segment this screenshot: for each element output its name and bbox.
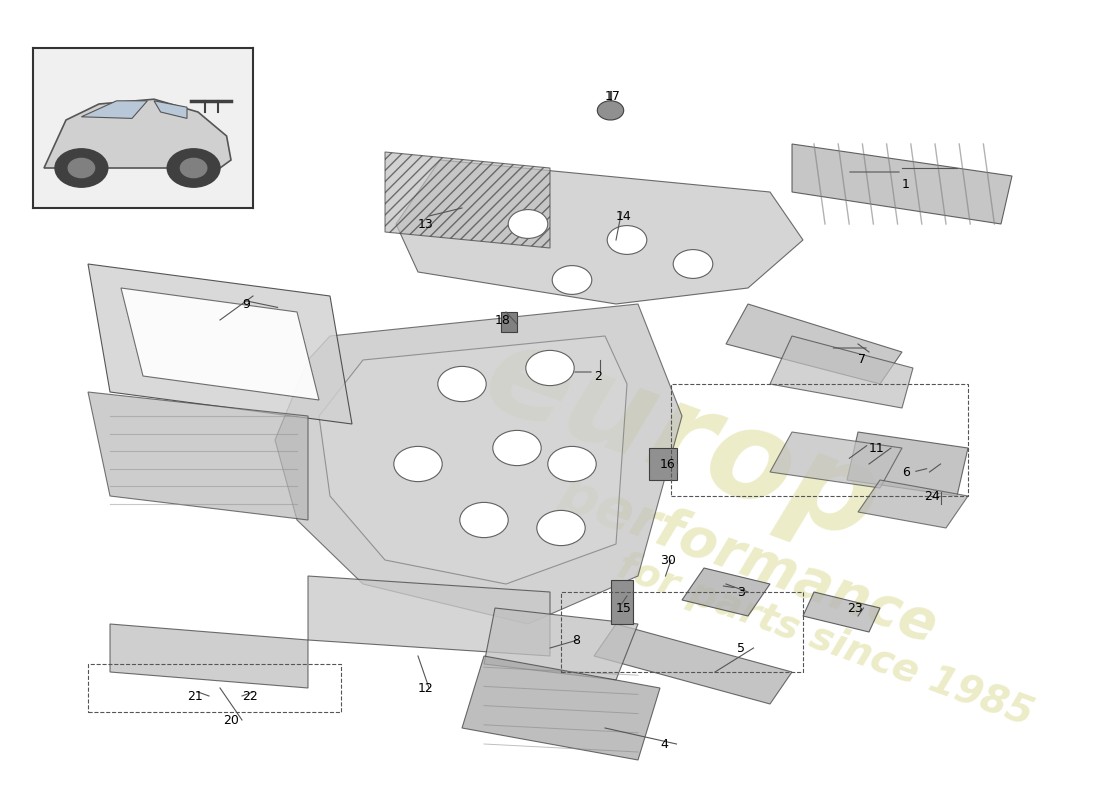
- Bar: [561, 592, 803, 672]
- Polygon shape: [803, 592, 880, 632]
- Circle shape: [438, 366, 486, 402]
- Polygon shape: [385, 152, 550, 248]
- Text: for parts since 1985: for parts since 1985: [612, 547, 1038, 733]
- Text: 12: 12: [418, 682, 433, 694]
- Polygon shape: [88, 264, 352, 424]
- Text: 22: 22: [242, 690, 257, 702]
- Text: 3: 3: [737, 586, 745, 598]
- Text: 15: 15: [616, 602, 631, 614]
- Polygon shape: [770, 432, 902, 488]
- Text: 18: 18: [495, 314, 510, 326]
- Polygon shape: [792, 144, 1012, 224]
- Text: 30: 30: [660, 554, 675, 566]
- Circle shape: [460, 502, 508, 538]
- Circle shape: [552, 266, 592, 294]
- Polygon shape: [726, 304, 902, 384]
- Polygon shape: [770, 336, 913, 408]
- Text: 2: 2: [594, 370, 602, 382]
- Bar: [671, 384, 968, 496]
- Text: 17: 17: [605, 90, 620, 102]
- Text: 13: 13: [418, 218, 433, 230]
- Text: 23: 23: [847, 602, 862, 614]
- Polygon shape: [484, 608, 638, 680]
- Text: 5: 5: [737, 642, 745, 654]
- Bar: [88, 664, 341, 712]
- Circle shape: [55, 149, 108, 187]
- Text: 9: 9: [242, 298, 250, 310]
- Circle shape: [508, 210, 548, 238]
- Text: 16: 16: [660, 458, 675, 470]
- Text: 8: 8: [572, 634, 580, 646]
- Circle shape: [493, 430, 541, 466]
- Polygon shape: [275, 304, 682, 624]
- Circle shape: [597, 101, 624, 120]
- Bar: [649, 448, 676, 480]
- Polygon shape: [81, 101, 147, 118]
- Polygon shape: [44, 99, 231, 168]
- Circle shape: [394, 446, 442, 482]
- Polygon shape: [319, 336, 627, 584]
- Polygon shape: [308, 576, 550, 656]
- Text: 11: 11: [869, 442, 884, 454]
- Bar: [500, 312, 517, 332]
- Text: 24: 24: [924, 490, 939, 502]
- Circle shape: [180, 158, 207, 178]
- Polygon shape: [462, 656, 660, 760]
- Text: 7: 7: [858, 354, 866, 366]
- Circle shape: [167, 149, 220, 187]
- Text: 21: 21: [187, 690, 202, 702]
- Circle shape: [673, 250, 713, 278]
- Circle shape: [68, 158, 95, 178]
- Polygon shape: [594, 624, 792, 704]
- Polygon shape: [154, 101, 187, 118]
- Polygon shape: [110, 624, 308, 688]
- Text: 1: 1: [902, 178, 910, 190]
- Polygon shape: [88, 392, 308, 520]
- Text: 4: 4: [660, 738, 668, 750]
- Circle shape: [537, 510, 585, 546]
- Polygon shape: [847, 432, 968, 496]
- Text: europ: europ: [469, 313, 895, 567]
- Circle shape: [607, 226, 647, 254]
- Bar: [610, 580, 632, 624]
- Text: 20: 20: [223, 714, 239, 726]
- Text: 6: 6: [902, 466, 910, 478]
- Circle shape: [548, 446, 596, 482]
- Polygon shape: [396, 160, 803, 304]
- Circle shape: [526, 350, 574, 386]
- Polygon shape: [682, 568, 770, 616]
- Text: 14: 14: [616, 210, 631, 222]
- Polygon shape: [121, 288, 319, 400]
- Text: performance: performance: [551, 466, 945, 654]
- Polygon shape: [858, 480, 968, 528]
